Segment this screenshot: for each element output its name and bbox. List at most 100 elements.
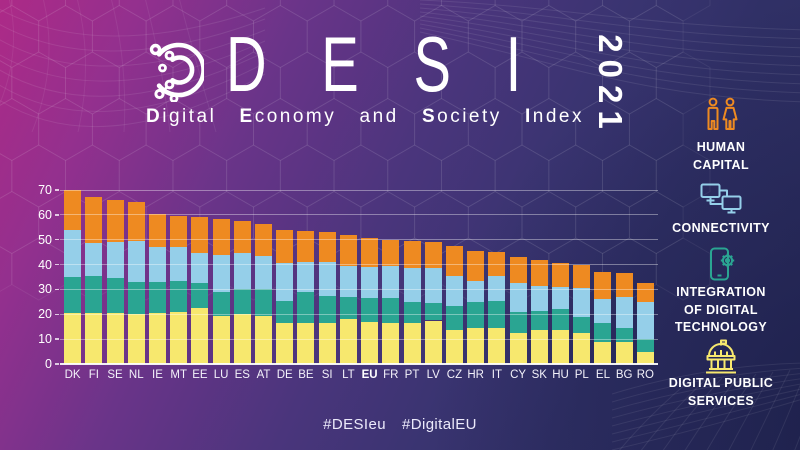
y-axis-tick-30 (55, 288, 59, 291)
bar-segment-CY (509, 311, 527, 333)
bar-segment-NL (127, 314, 145, 364)
bar-segment-SE (106, 278, 124, 314)
bar-segment-PT (403, 322, 421, 364)
x-axis-label-IE: IE (152, 369, 163, 381)
hexagon-pattern-cell (494, 144, 550, 208)
bar-segment-HU (552, 309, 570, 331)
mesh-line (31, 0, 50, 133)
bar-segment-ES (233, 314, 251, 364)
bar-segment-BG (615, 296, 633, 328)
bar-segment-NL (127, 281, 145, 315)
bar-segment-ES (233, 253, 251, 290)
connected-computers-icon (700, 183, 742, 214)
government-building-icon (706, 339, 736, 374)
bar-segment-LV (424, 303, 442, 321)
bar-segment-RO (636, 283, 654, 302)
bar-segment-LT (339, 319, 357, 364)
hexagon-pattern-cell (628, 4, 684, 69)
bar-segment-EL (594, 322, 612, 342)
bar-segment-HR (467, 250, 485, 281)
phone-gear-icon (710, 247, 735, 281)
legend-label-digital-public-services: DIGITAL PUBLIC SERVICES (668, 376, 774, 408)
bar-segment-EU (361, 238, 379, 268)
bar-segment-FI (85, 243, 103, 276)
bar-segment-EE (191, 308, 209, 364)
y-axis-tick-70 (55, 189, 59, 191)
bar-segment-LT (339, 265, 357, 297)
hexagon-pattern-cell (655, 51, 711, 115)
bar-segment-SE (106, 199, 124, 243)
bar-segment-NL (127, 202, 145, 241)
bar-segment-SI (318, 262, 336, 296)
x-axis-label-BE: BE (298, 369, 314, 381)
hexagon-pattern-cell (440, 0, 496, 22)
y-axis-label-50: 50 (38, 232, 52, 247)
x-axis-label-SI: SI (321, 369, 333, 381)
x-axis-label-CY: CY (510, 369, 527, 381)
x-axis-label-ES: ES (234, 369, 250, 381)
x-axis-label-EL: EL (595, 369, 610, 381)
hexagon-pattern-cell (602, 0, 657, 22)
x-axis-label-CZ: CZ (446, 369, 463, 381)
bar-segment-SI (318, 322, 336, 364)
bar-segment-HU (552, 330, 570, 364)
bar-segment-CZ (445, 275, 463, 306)
bar-segment-PL (573, 264, 591, 289)
bar-segment-PT (403, 240, 421, 269)
bar-segment-DK (64, 313, 82, 364)
bar-segment-BG (615, 327, 633, 342)
title-year: 2021 (592, 34, 629, 136)
bar-segment-BE (297, 231, 315, 263)
x-axis-label-SK: SK (531, 369, 547, 381)
hexagon-pattern-cell (0, 153, 13, 199)
bar-segment-CZ (445, 305, 463, 331)
hexagon-pattern-cell (91, 4, 147, 69)
bar-segment-DE (276, 322, 294, 364)
y-axis-tick-20 (55, 313, 59, 316)
x-axis-label-SE: SE (107, 369, 123, 381)
bar-segment-SE (106, 242, 124, 279)
hexagon-pattern-cell (333, 144, 389, 208)
x-axis-label-PT: PT (404, 369, 420, 381)
bar-segment-FI (85, 197, 103, 244)
bar-segment-CY (509, 257, 527, 284)
hashtag-desieu: #DESIeu (323, 416, 386, 433)
x-axis-label-FI: FI (88, 369, 99, 381)
bar-segment-FI (85, 313, 103, 364)
subtitle-word: and (359, 106, 399, 127)
bar-segment-DE (276, 229, 294, 264)
hexagon-pattern-cell (279, 0, 335, 22)
page-title: DESI (226, 20, 576, 108)
hashtag-digitaleu: #DigitalEU (401, 416, 477, 433)
hexagon-pattern-cell (172, 0, 228, 22)
legend-label-human-capital: HUMAN CAPITAL (692, 140, 750, 172)
subtitle-word: Economy (239, 106, 337, 127)
bar-segment-FI (85, 275, 103, 314)
y-axis-tick-60 (55, 214, 59, 216)
y-axis-tick-0 (55, 363, 59, 365)
bar-segment-MT (170, 247, 188, 281)
bar-segment-RO (636, 351, 654, 364)
hexagon-pattern-cell (65, 51, 120, 115)
x-axis-label-HR: HR (467, 369, 484, 381)
hexagon-pattern-cell (0, 246, 13, 292)
legend-label-integration-of-digital-technology: INTEGRATION OF DIGITAL TECHNOLOGY (674, 285, 768, 334)
bar-segment-SI (318, 295, 336, 323)
subtitle-word: Society (421, 106, 502, 127)
bar-segment-DK (64, 229, 82, 277)
bar-segment-PL (573, 288, 591, 317)
x-axis-label-DK: DK (64, 369, 81, 381)
bar-segment-PT (403, 301, 421, 323)
bar-segment-EE (191, 253, 209, 284)
x-axis-label-LU: LU (213, 369, 229, 381)
bar-segment-ES (233, 289, 251, 315)
grid-line-40 (60, 264, 658, 266)
hexagon-pattern-cell (118, 0, 174, 22)
bar-segment-IE (148, 213, 166, 248)
bar-segment-LU (212, 315, 230, 364)
hexagon-pattern-cell (0, 97, 40, 162)
bar-segment-NL (127, 240, 145, 282)
bar-segment-DK (64, 190, 82, 230)
hexagon-pattern-cell (0, 60, 13, 106)
bar-segment-IT (488, 300, 506, 328)
